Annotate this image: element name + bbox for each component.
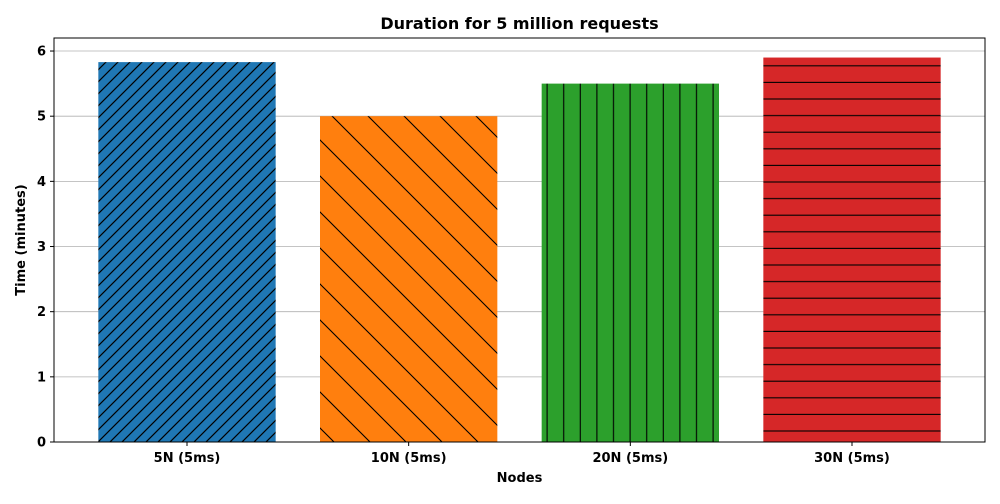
y-axis-label: Time (minutes) <box>14 184 29 295</box>
x-tick-label: 20N (5ms) <box>592 451 668 466</box>
chart-title: Duration for 5 million requests <box>380 14 658 33</box>
y-tick-label: 6 <box>37 45 46 60</box>
y-tick-label: 5 <box>37 110 46 125</box>
plot-frame <box>53 37 986 443</box>
x-axis: 5N (5ms) 10N (5ms) 20N (5ms) 30N (5ms) <box>154 442 890 466</box>
x-tick-label: 10N (5ms) <box>371 451 447 466</box>
bar-30n-5ms <box>763 57 941 442</box>
y-tick-label: 2 <box>37 305 46 320</box>
y-tick-label: 0 <box>37 436 46 451</box>
x-tick-label: 5N (5ms) <box>154 451 221 466</box>
y-tick-label: 4 <box>37 175 46 190</box>
y-axis: 0 1 2 3 4 5 6 <box>37 45 54 451</box>
y-tick-label: 3 <box>37 240 46 255</box>
y-tick-label: 1 <box>37 370 46 385</box>
x-tick-label: 30N (5ms) <box>814 451 890 466</box>
bar-5n-5ms <box>98 62 276 442</box>
x-axis-label: Nodes <box>497 471 543 486</box>
bars-layer <box>98 57 941 443</box>
bar-20n-5ms <box>541 83 719 442</box>
bar-10n-5ms <box>320 116 498 443</box>
